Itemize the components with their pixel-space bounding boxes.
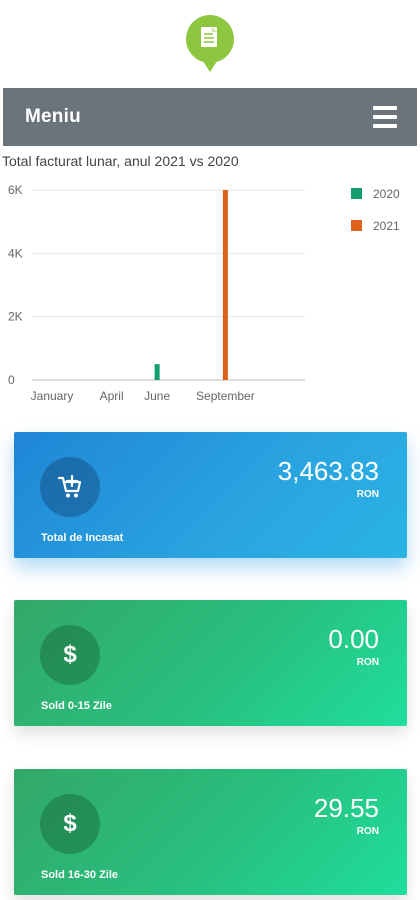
legend-swatch-2020 bbox=[351, 188, 362, 199]
balance-16-30-amount: 29.55 bbox=[313, 793, 379, 823]
dollar-icon: $ bbox=[40, 794, 100, 854]
dollar-icon: $ bbox=[40, 625, 100, 685]
document-pin-icon bbox=[186, 15, 234, 72]
total-collect-card[interactable]: 3,463.83 RON Total de Incasat bbox=[14, 432, 407, 558]
hamburger-icon[interactable] bbox=[373, 106, 397, 128]
chart-title: Total facturat lunar, anul 2021 vs 2020 bbox=[2, 153, 239, 169]
app-logo bbox=[183, 14, 237, 76]
total-collect-amount: 3,463.83 bbox=[277, 456, 379, 486]
total-collect-label: Total de Incasat bbox=[41, 532, 124, 544]
menu-title[interactable]: Meniu bbox=[25, 106, 81, 127]
x-tick-label: January bbox=[31, 389, 74, 403]
x-tick-label: June bbox=[144, 389, 170, 403]
y-tick-label: 6K bbox=[8, 183, 23, 197]
y-tick-label: 0 bbox=[8, 373, 15, 387]
cart-plus-icon bbox=[40, 457, 100, 517]
x-tick-label: September bbox=[196, 389, 255, 403]
balance-16-30-card[interactable]: $ 29.55 RON Sold 16-30 Zile bbox=[14, 769, 407, 895]
balance-0-15-card[interactable]: $ 0.00 RON Sold 0-15 Zile bbox=[14, 600, 407, 726]
y-tick-label: 2K bbox=[8, 310, 23, 324]
balance-16-30-label: Sold 16-30 Zile bbox=[41, 869, 119, 881]
bar-2021-september bbox=[222, 190, 228, 380]
y-tick-label: 4K bbox=[8, 246, 23, 260]
x-tick-label: April bbox=[100, 389, 124, 403]
balance-16-30-currency: RON bbox=[356, 826, 379, 837]
balance-0-15-currency: RON bbox=[356, 657, 379, 668]
bar-2020-june bbox=[154, 364, 160, 380]
legend-label-2020: 2020 bbox=[373, 187, 400, 201]
balance-0-15-amount: 0.00 bbox=[328, 624, 379, 654]
legend-swatch-2021 bbox=[351, 220, 362, 231]
balance-0-15-label: Sold 0-15 Zile bbox=[41, 700, 112, 712]
total-collect-currency: RON bbox=[356, 489, 379, 500]
legend-label-2021: 2021 bbox=[373, 219, 400, 233]
monthly-invoice-chart: 0 2K 4K 6K January April June September 2020 2021 bbox=[8, 183, 400, 403]
menu-bar: Meniu bbox=[3, 88, 417, 146]
